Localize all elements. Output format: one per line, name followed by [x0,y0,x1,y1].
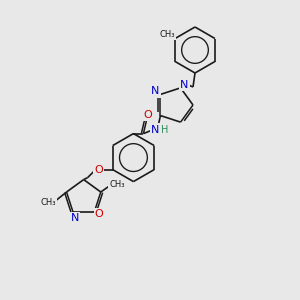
Text: N: N [71,213,79,223]
Text: O: O [94,165,103,175]
Text: CH₃: CH₃ [159,30,175,39]
Text: O: O [95,209,103,219]
Text: N: N [180,80,189,90]
Text: H: H [161,124,168,135]
Text: CH₃: CH₃ [41,197,56,206]
Text: N: N [151,86,160,96]
Text: CH₃: CH₃ [109,179,124,188]
Text: O: O [143,110,152,120]
Text: N: N [151,124,160,135]
